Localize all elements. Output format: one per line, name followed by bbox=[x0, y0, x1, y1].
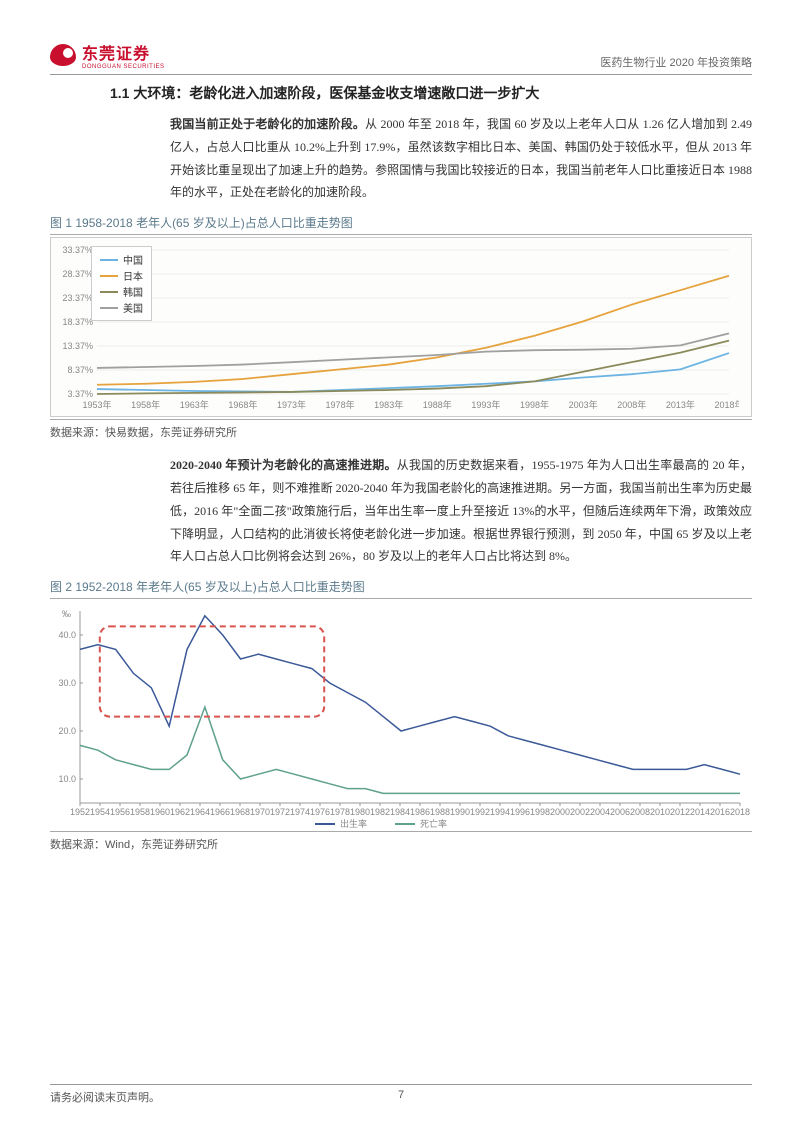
para1-lead: 我国当前正处于老龄化的加速阶段。 bbox=[170, 117, 365, 131]
svg-text:2018: 2018 bbox=[730, 807, 750, 817]
svg-text:8.37%: 8.37% bbox=[67, 365, 93, 375]
svg-text:2013年: 2013年 bbox=[666, 399, 695, 410]
svg-text:1958年: 1958年 bbox=[131, 399, 160, 410]
svg-text:1988年: 1988年 bbox=[423, 399, 452, 410]
svg-text:1988: 1988 bbox=[430, 807, 450, 817]
svg-text:1980: 1980 bbox=[350, 807, 370, 817]
svg-text:1963年: 1963年 bbox=[180, 399, 209, 410]
svg-text:1960: 1960 bbox=[150, 807, 170, 817]
logo-subtext: DONGGUAN SECURITIES bbox=[82, 64, 165, 70]
svg-text:2016: 2016 bbox=[710, 807, 730, 817]
svg-text:2018年: 2018年 bbox=[714, 399, 739, 410]
svg-text:1968年: 1968年 bbox=[228, 399, 257, 410]
paragraph-1: 我国当前正处于老龄化的加速阶段。从 2000 年至 2018 年，我国 60 岁… bbox=[170, 113, 752, 204]
svg-text:10.0: 10.0 bbox=[58, 774, 76, 784]
svg-text:3.37%: 3.37% bbox=[67, 389, 93, 399]
chart2-svg: 10.020.030.040.0‰19521954195619581960196… bbox=[50, 601, 750, 831]
svg-text:30.0: 30.0 bbox=[58, 678, 76, 688]
svg-text:1994: 1994 bbox=[490, 807, 510, 817]
svg-text:2012: 2012 bbox=[670, 807, 690, 817]
svg-text:2002: 2002 bbox=[570, 807, 590, 817]
logo-text: 东莞证券 bbox=[82, 40, 165, 64]
svg-text:1993年: 1993年 bbox=[471, 399, 500, 410]
svg-text:28.37%: 28.37% bbox=[62, 269, 93, 279]
chart-2: 10.020.030.040.0‰19521954195619581960196… bbox=[50, 601, 752, 831]
svg-text:2010: 2010 bbox=[650, 807, 670, 817]
svg-text:1954: 1954 bbox=[90, 807, 110, 817]
svg-text:2004: 2004 bbox=[590, 807, 610, 817]
svg-text:1973年: 1973年 bbox=[277, 399, 306, 410]
footer-disclaimer: 请务必阅读末页声明。 bbox=[50, 1089, 160, 1105]
svg-text:‰: ‰ bbox=[62, 609, 71, 619]
svg-text:2000: 2000 bbox=[550, 807, 570, 817]
svg-text:2006: 2006 bbox=[610, 807, 630, 817]
svg-text:1956: 1956 bbox=[110, 807, 130, 817]
svg-text:1984: 1984 bbox=[390, 807, 410, 817]
svg-text:1976: 1976 bbox=[310, 807, 330, 817]
page-number: 7 bbox=[398, 1089, 404, 1101]
svg-text:1998: 1998 bbox=[530, 807, 550, 817]
svg-text:1970: 1970 bbox=[250, 807, 270, 817]
svg-text:2008: 2008 bbox=[630, 807, 650, 817]
svg-text:1986: 1986 bbox=[410, 807, 430, 817]
svg-text:1958: 1958 bbox=[130, 807, 150, 817]
svg-text:1974: 1974 bbox=[290, 807, 310, 817]
doc-title: 医药生物行业 2020 年投资策略 bbox=[600, 54, 752, 70]
svg-text:2008年: 2008年 bbox=[617, 399, 646, 410]
page-header: 东莞证券 DONGGUAN SECURITIES 医药生物行业 2020 年投资… bbox=[50, 40, 752, 75]
svg-text:33.37%: 33.37% bbox=[62, 245, 93, 255]
svg-text:1978: 1978 bbox=[330, 807, 350, 817]
svg-text:1982: 1982 bbox=[370, 807, 390, 817]
section-heading: 1.1 大环境：老龄化进入加速阶段，医保基金收支增速敞口进一步扩大 bbox=[110, 83, 752, 103]
fig1-title: 图 1 1958-2018 老年人(65 岁及以上)占总人口比重走势图 bbox=[50, 214, 752, 235]
svg-text:2003年: 2003年 bbox=[569, 399, 598, 410]
fig1-source: 数据来源：快易数据，东莞证券研究所 bbox=[50, 419, 752, 440]
svg-text:1998年: 1998年 bbox=[520, 399, 549, 410]
fig2-source: 数据来源：Wind，东莞证券研究所 bbox=[50, 831, 752, 852]
svg-text:1990: 1990 bbox=[450, 807, 470, 817]
svg-text:1996: 1996 bbox=[510, 807, 530, 817]
svg-text:1952: 1952 bbox=[70, 807, 90, 817]
svg-text:出生率: 出生率 bbox=[340, 818, 367, 829]
svg-text:2014: 2014 bbox=[690, 807, 710, 817]
svg-text:1972: 1972 bbox=[270, 807, 290, 817]
svg-text:1966: 1966 bbox=[210, 807, 230, 817]
svg-text:1953年: 1953年 bbox=[82, 399, 111, 410]
svg-text:13.37%: 13.37% bbox=[62, 341, 93, 351]
svg-text:1992: 1992 bbox=[470, 807, 490, 817]
svg-text:23.37%: 23.37% bbox=[62, 293, 93, 303]
svg-text:1968: 1968 bbox=[230, 807, 250, 817]
svg-text:40.0: 40.0 bbox=[58, 630, 76, 640]
svg-text:死亡率: 死亡率 bbox=[420, 818, 447, 829]
svg-text:1983年: 1983年 bbox=[374, 399, 403, 410]
logo-icon bbox=[50, 44, 76, 66]
chart1-svg: 3.37% 8.37% 13.37% 18.37% 23.37% 28.37% 33.37%… bbox=[59, 244, 739, 412]
para2-lead: 2020-2040 年预计为老龄化的高速推进期。 bbox=[170, 458, 397, 472]
svg-text:1978年: 1978年 bbox=[326, 399, 355, 410]
chart1-legend: 中国日本韩国美国 bbox=[91, 246, 152, 321]
svg-text:1964: 1964 bbox=[190, 807, 210, 817]
svg-text:1962: 1962 bbox=[170, 807, 190, 817]
para2-body: 从我国的历史数据来看，1955-1975 年为人口出生率最高的 20 年，若往后… bbox=[170, 458, 752, 563]
chart-1: 中国日本韩国美国 3.37% 8.37% 13.37% 18.37% 23.37% 28.… bbox=[50, 237, 752, 417]
svg-text:18.37%: 18.37% bbox=[62, 317, 93, 327]
fig2-title: 图 2 1952-2018 年老年人(65 岁及以上)占总人口比重走势图 bbox=[50, 578, 752, 599]
svg-text:20.0: 20.0 bbox=[58, 726, 76, 736]
page-footer: 请务必阅读末页声明。 7 bbox=[50, 1084, 752, 1105]
logo: 东莞证券 DONGGUAN SECURITIES bbox=[50, 40, 165, 70]
paragraph-2: 2020-2040 年预计为老龄化的高速推进期。从我国的历史数据来看，1955-… bbox=[170, 454, 752, 568]
